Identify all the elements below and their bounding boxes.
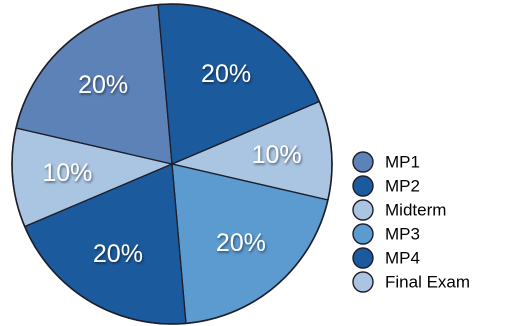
slice-label-midterm: 10% <box>252 141 302 169</box>
legend-marker-mp1 <box>352 151 374 173</box>
legend-marker-midterm <box>352 199 374 221</box>
legend-label-mp4: MP4 <box>385 249 420 268</box>
legend-marker-final-exam <box>352 271 374 293</box>
pie-slice-labels: 10% 20% 20% 10% 20% 20% <box>42 60 301 268</box>
legend: MP1 MP2 Midterm MP3 MP4 Final Exam <box>352 151 470 293</box>
legend-marker-mp3 <box>352 223 374 245</box>
legend-marker-mp2 <box>352 175 374 197</box>
legend-marker-mp4 <box>352 247 374 269</box>
legend-label-mp3: MP3 <box>385 225 420 244</box>
slice-label-mp3: 20% <box>216 229 266 257</box>
legend-label-mp1: MP1 <box>385 153 420 172</box>
legend-label-midterm: Midterm <box>385 201 446 220</box>
slice-label-mp4: 20% <box>93 240 143 268</box>
slice-label-final-exam: 10% <box>42 159 92 187</box>
slice-label-mp2: 20% <box>201 60 251 88</box>
pie-outline <box>11 3 333 325</box>
slice-label-mp1: 20% <box>78 71 128 99</box>
legend-label-final-exam: Final Exam <box>385 273 470 292</box>
legend-label-mp2: MP2 <box>385 177 420 196</box>
